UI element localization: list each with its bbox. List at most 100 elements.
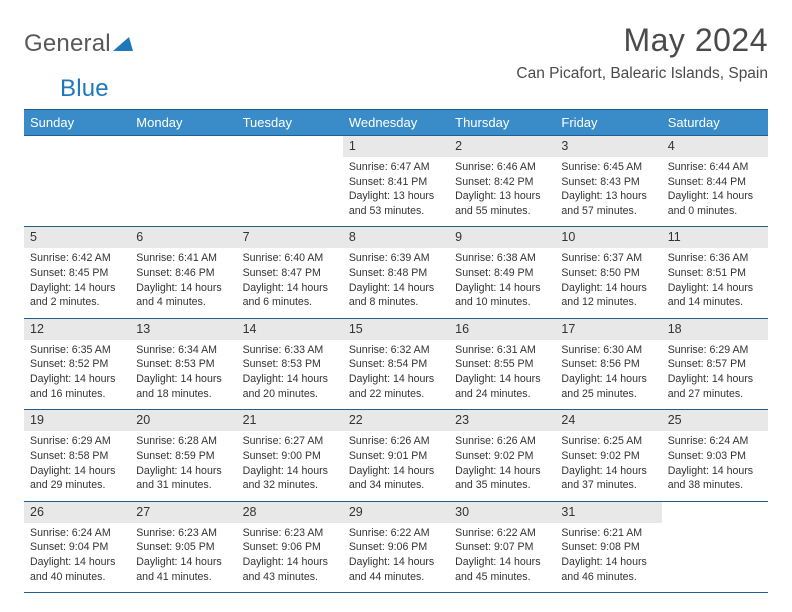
day-number-cell xyxy=(662,501,768,523)
day-content-cell xyxy=(237,157,343,227)
day-content-cell: Sunrise: 6:36 AMSunset: 8:51 PMDaylight:… xyxy=(662,248,768,318)
day-number-cell: 14 xyxy=(237,318,343,340)
day-number-cell: 26 xyxy=(24,501,130,523)
day-content-cell: Sunrise: 6:23 AMSunset: 9:06 PMDaylight:… xyxy=(237,523,343,593)
day-number-cell: 27 xyxy=(130,501,236,523)
day-content-cell: Sunrise: 6:39 AMSunset: 8:48 PMDaylight:… xyxy=(343,248,449,318)
day-content-cell: Sunrise: 6:25 AMSunset: 9:02 PMDaylight:… xyxy=(555,431,661,501)
day-number-cell: 25 xyxy=(662,410,768,432)
day-number: 9 xyxy=(449,227,555,248)
logo-text-general: General xyxy=(24,30,111,58)
day-details: Sunrise: 6:42 AMSunset: 8:45 PMDaylight:… xyxy=(30,251,124,309)
title-block: May 2024 Can Picafort, Balearic Islands,… xyxy=(516,22,768,83)
day-number-cell: 15 xyxy=(343,318,449,340)
day-number-cell: 21 xyxy=(237,410,343,432)
day-number-cell: 18 xyxy=(662,318,768,340)
day-details: Sunrise: 6:23 AMSunset: 9:06 PMDaylight:… xyxy=(243,526,337,584)
day-number: 2 xyxy=(449,136,555,157)
week-content-row: Sunrise: 6:35 AMSunset: 8:52 PMDaylight:… xyxy=(24,340,768,410)
day-content-cell: Sunrise: 6:40 AMSunset: 8:47 PMDaylight:… xyxy=(237,248,343,318)
day-number: 10 xyxy=(555,227,661,248)
week-daynum-row: 567891011 xyxy=(24,227,768,249)
day-number-cell: 19 xyxy=(24,410,130,432)
day-content-cell: Sunrise: 6:32 AMSunset: 8:54 PMDaylight:… xyxy=(343,340,449,410)
day-number: 31 xyxy=(555,502,661,523)
day-number: 21 xyxy=(237,410,343,431)
day-number: 1 xyxy=(343,136,449,157)
day-content-cell: Sunrise: 6:30 AMSunset: 8:56 PMDaylight:… xyxy=(555,340,661,410)
day-details: Sunrise: 6:22 AMSunset: 9:07 PMDaylight:… xyxy=(455,526,549,584)
day-content-cell: Sunrise: 6:24 AMSunset: 9:04 PMDaylight:… xyxy=(24,523,130,593)
day-content-cell: Sunrise: 6:29 AMSunset: 8:58 PMDaylight:… xyxy=(24,431,130,501)
week-daynum-row: 19202122232425 xyxy=(24,410,768,432)
day-details: Sunrise: 6:47 AMSunset: 8:41 PMDaylight:… xyxy=(349,160,443,218)
day-number: 17 xyxy=(555,319,661,340)
logo-triangle-icon xyxy=(113,30,133,58)
day-header: Saturday xyxy=(662,110,768,136)
day-details: Sunrise: 6:23 AMSunset: 9:05 PMDaylight:… xyxy=(136,526,230,584)
day-header: Sunday xyxy=(24,110,130,136)
week-daynum-row: 262728293031 xyxy=(24,501,768,523)
day-header: Thursday xyxy=(449,110,555,136)
day-details: Sunrise: 6:46 AMSunset: 8:42 PMDaylight:… xyxy=(455,160,549,218)
day-number-cell: 9 xyxy=(449,227,555,249)
day-details: Sunrise: 6:32 AMSunset: 8:54 PMDaylight:… xyxy=(349,343,443,401)
day-header-row: SundayMondayTuesdayWednesdayThursdayFrid… xyxy=(24,110,768,136)
day-details: Sunrise: 6:27 AMSunset: 9:00 PMDaylight:… xyxy=(243,434,337,492)
day-content-cell: Sunrise: 6:46 AMSunset: 8:42 PMDaylight:… xyxy=(449,157,555,227)
day-content-cell: Sunrise: 6:47 AMSunset: 8:41 PMDaylight:… xyxy=(343,157,449,227)
day-number: 3 xyxy=(555,136,661,157)
day-number-cell: 8 xyxy=(343,227,449,249)
day-content-cell: Sunrise: 6:27 AMSunset: 9:00 PMDaylight:… xyxy=(237,431,343,501)
day-number: 5 xyxy=(24,227,130,248)
day-number-cell: 23 xyxy=(449,410,555,432)
day-number-cell: 13 xyxy=(130,318,236,340)
day-details: Sunrise: 6:41 AMSunset: 8:46 PMDaylight:… xyxy=(136,251,230,309)
day-content-cell: Sunrise: 6:41 AMSunset: 8:46 PMDaylight:… xyxy=(130,248,236,318)
day-number-cell: 17 xyxy=(555,318,661,340)
day-details: Sunrise: 6:29 AMSunset: 8:58 PMDaylight:… xyxy=(30,434,124,492)
day-content-cell: Sunrise: 6:26 AMSunset: 9:02 PMDaylight:… xyxy=(449,431,555,501)
day-content-cell: Sunrise: 6:37 AMSunset: 8:50 PMDaylight:… xyxy=(555,248,661,318)
day-content-cell: Sunrise: 6:24 AMSunset: 9:03 PMDaylight:… xyxy=(662,431,768,501)
day-number-cell: 4 xyxy=(662,136,768,158)
day-number-cell: 3 xyxy=(555,136,661,158)
day-number-cell: 20 xyxy=(130,410,236,432)
day-content-cell: Sunrise: 6:23 AMSunset: 9:05 PMDaylight:… xyxy=(130,523,236,593)
day-content-cell: Sunrise: 6:42 AMSunset: 8:45 PMDaylight:… xyxy=(24,248,130,318)
week-content-row: Sunrise: 6:42 AMSunset: 8:45 PMDaylight:… xyxy=(24,248,768,318)
day-number: 27 xyxy=(130,502,236,523)
logo: General xyxy=(24,30,133,60)
day-number: 4 xyxy=(662,136,768,157)
day-content-cell: Sunrise: 6:28 AMSunset: 8:59 PMDaylight:… xyxy=(130,431,236,501)
day-number-cell xyxy=(237,136,343,158)
day-number-cell: 16 xyxy=(449,318,555,340)
day-number: 29 xyxy=(343,502,449,523)
day-number: 12 xyxy=(24,319,130,340)
day-header: Monday xyxy=(130,110,236,136)
day-content-cell: Sunrise: 6:22 AMSunset: 9:06 PMDaylight:… xyxy=(343,523,449,593)
day-number: 13 xyxy=(130,319,236,340)
day-number: 18 xyxy=(662,319,768,340)
day-number: 24 xyxy=(555,410,661,431)
day-content-cell: Sunrise: 6:45 AMSunset: 8:43 PMDaylight:… xyxy=(555,157,661,227)
day-content-cell: Sunrise: 6:38 AMSunset: 8:49 PMDaylight:… xyxy=(449,248,555,318)
day-number-cell: 11 xyxy=(662,227,768,249)
day-content-cell: Sunrise: 6:35 AMSunset: 8:52 PMDaylight:… xyxy=(24,340,130,410)
day-number: 15 xyxy=(343,319,449,340)
week-content-row: Sunrise: 6:47 AMSunset: 8:41 PMDaylight:… xyxy=(24,157,768,227)
day-number-cell: 1 xyxy=(343,136,449,158)
day-number: 28 xyxy=(237,502,343,523)
day-number-cell: 5 xyxy=(24,227,130,249)
location-text: Can Picafort, Balearic Islands, Spain xyxy=(516,65,768,83)
day-details: Sunrise: 6:29 AMSunset: 8:57 PMDaylight:… xyxy=(668,343,762,401)
day-details: Sunrise: 6:38 AMSunset: 8:49 PMDaylight:… xyxy=(455,251,549,309)
week-content-row: Sunrise: 6:24 AMSunset: 9:04 PMDaylight:… xyxy=(24,523,768,593)
day-details: Sunrise: 6:44 AMSunset: 8:44 PMDaylight:… xyxy=(668,160,762,218)
day-header: Tuesday xyxy=(237,110,343,136)
month-title: May 2024 xyxy=(516,22,768,59)
week-daynum-row: 12131415161718 xyxy=(24,318,768,340)
day-number: 26 xyxy=(24,502,130,523)
day-header: Friday xyxy=(555,110,661,136)
header: General May 2024 Can Picafort, Balearic … xyxy=(24,22,768,83)
